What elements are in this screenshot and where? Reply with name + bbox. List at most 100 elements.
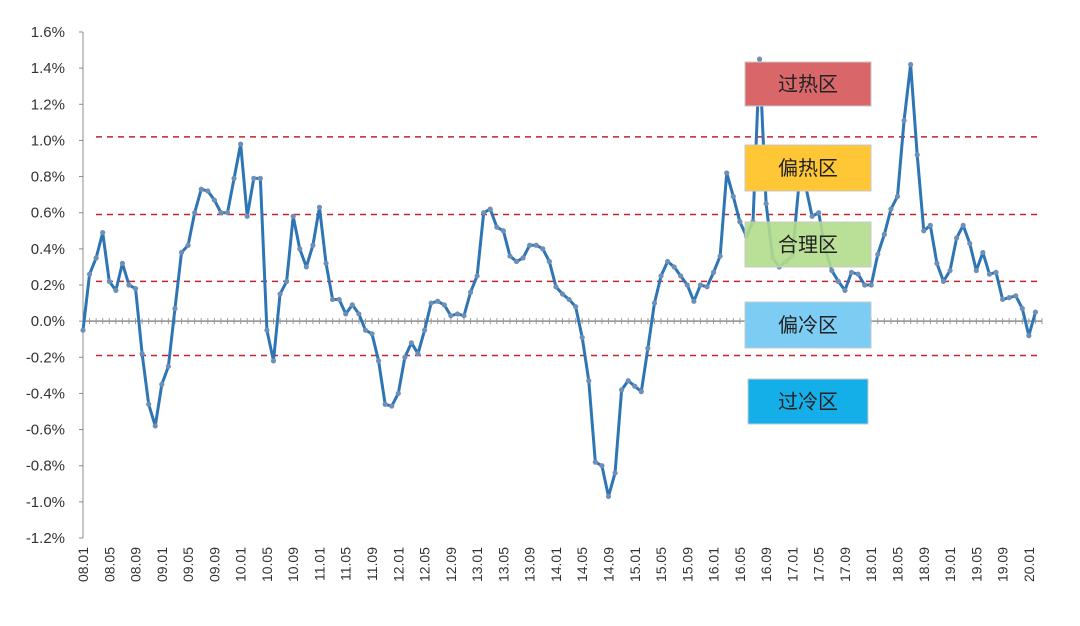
data-point: [139, 351, 145, 357]
x-tick-label: 14.05: [574, 547, 590, 582]
data-point: [921, 228, 927, 234]
x-tick-label: 11.09: [364, 547, 380, 581]
data-point: [625, 378, 631, 384]
data-point: [218, 210, 224, 216]
data-point: [231, 175, 237, 181]
data-point: [605, 493, 612, 500]
data-point: [691, 298, 697, 304]
data-point: [441, 302, 447, 308]
data-point: [835, 278, 841, 284]
data-point: [454, 311, 461, 317]
data-point: [494, 224, 500, 230]
data-point: [546, 258, 552, 265]
data-point: [106, 278, 112, 284]
data-point: [914, 152, 920, 158]
data-point: [881, 231, 887, 237]
y-tick-label: 0.2%: [31, 277, 65, 294]
x-tick-label: 10.01: [233, 547, 249, 582]
data-point: [967, 240, 973, 247]
data-point: [619, 387, 625, 393]
x-tick-label: 19.09: [995, 547, 1011, 582]
x-tick-label: 19.05: [968, 547, 984, 582]
data-point: [264, 327, 270, 333]
y-tick-label: -0.2%: [26, 349, 65, 366]
data-point: [855, 271, 861, 277]
x-tick-label: 15.09: [679, 547, 695, 582]
data-point: [980, 249, 986, 256]
data-point: [86, 271, 93, 277]
data-point: [481, 210, 487, 216]
data-point: [152, 423, 158, 429]
zone-box: [747, 378, 869, 425]
y-tick-label: 1.0%: [31, 132, 65, 149]
data-point: [520, 255, 526, 261]
data-point: [724, 170, 730, 176]
data-point: [356, 311, 362, 317]
x-tick-label: 10.09: [285, 547, 301, 582]
data-point: [513, 258, 520, 265]
data-point: [211, 197, 217, 203]
data-point: [664, 258, 671, 265]
data-point: [875, 251, 881, 257]
data-point: [244, 213, 250, 219]
data-point: [848, 269, 855, 275]
data-point: [415, 351, 421, 357]
data-point: [349, 302, 355, 308]
data-point: [730, 193, 736, 200]
x-tick-label: 19.01: [942, 547, 958, 582]
y-tick-label: 0.0%: [31, 313, 65, 330]
data-point: [487, 206, 493, 212]
data-point: [395, 390, 401, 397]
x-tick-label: 20.01: [1021, 547, 1037, 582]
x-tick-label: 17.01: [784, 547, 800, 582]
data-point: [461, 313, 467, 319]
data-point: [973, 267, 979, 274]
threshold-lines: [96, 136, 1042, 357]
data-point: [927, 222, 933, 228]
data-point: [238, 141, 244, 147]
data-point: [362, 327, 369, 333]
data-point: [132, 286, 139, 292]
y-tick-label: 0.4%: [31, 241, 65, 258]
y-tick-label: 0.6%: [31, 205, 65, 222]
data-point: [756, 56, 763, 62]
x-tick-label: 17.05: [811, 547, 827, 582]
data-point: [960, 222, 966, 228]
zone-label: 偏冷区: [778, 313, 838, 337]
x-tick-label: 13.05: [495, 547, 511, 582]
x-tick-label: 14.09: [600, 547, 616, 582]
y-tick-label: 1.6%: [31, 24, 65, 41]
x-tick-label: 12.01: [390, 547, 406, 582]
data-point: [159, 381, 165, 387]
data-point: [119, 260, 126, 266]
data-point: [612, 470, 618, 476]
data-point: [270, 358, 277, 364]
zone-box: [744, 144, 872, 192]
data-point: [553, 284, 559, 290]
zone-box: [744, 221, 872, 268]
series-line: [81, 57, 1037, 498]
data-point: [198, 186, 204, 192]
data-point: [862, 282, 868, 288]
data-point: [579, 334, 585, 341]
y-tick-label: -0.4%: [26, 385, 65, 402]
data-point: [382, 401, 388, 407]
data-point: [310, 242, 316, 248]
data-point: [100, 229, 106, 236]
data-point: [408, 340, 415, 346]
data-point: [257, 175, 263, 181]
data-point: [993, 269, 999, 275]
x-tick-label: 08.01: [75, 547, 91, 582]
data-point: [678, 273, 684, 279]
x-tick-label: 13.01: [469, 547, 485, 582]
data-point: [251, 175, 257, 181]
data-point: [146, 401, 152, 407]
data-point: [540, 246, 546, 252]
data-point: [375, 358, 382, 364]
data-point: [527, 242, 533, 248]
y-tick-label: -0.8%: [26, 458, 65, 475]
data-point: [1013, 293, 1019, 299]
data-point: [737, 219, 743, 225]
